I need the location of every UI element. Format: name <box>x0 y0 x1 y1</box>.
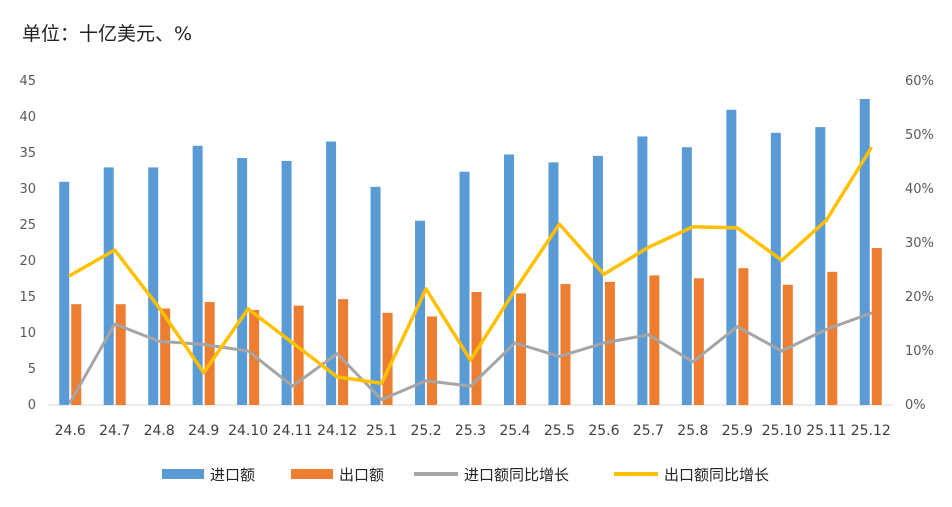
y-left-tick-label: 45 <box>19 74 36 89</box>
legend-export-yoy-label: 出口额同比增长 <box>664 466 769 484</box>
import-bar <box>726 109 737 406</box>
legend-export-label: 出口额 <box>339 466 384 484</box>
import-bar <box>681 147 692 406</box>
y-left-tick-label: 20 <box>19 254 36 269</box>
export-bar <box>293 305 304 405</box>
x-tick-label: 24.12 <box>317 423 357 439</box>
x-tick-label: 25.5 <box>544 423 575 439</box>
x-tick-label: 25.10 <box>762 423 802 439</box>
export-bar <box>738 268 749 405</box>
y-right-tick-label: 50% <box>905 128 934 143</box>
legend-export-swatch <box>291 469 333 479</box>
x-tick-label: 25.7 <box>633 423 664 439</box>
export-bar <box>71 304 82 405</box>
y-right-tick-label: 10% <box>905 344 934 359</box>
x-tick-label: 25.12 <box>851 423 891 439</box>
import-bar <box>859 99 870 405</box>
export-bar <box>115 304 126 405</box>
y-left-tick-label: 15 <box>19 290 36 305</box>
x-tick-label: 25.1 <box>366 423 397 439</box>
import-bar <box>415 220 426 405</box>
import-yoy-line <box>68 311 873 404</box>
x-tick-label: 25.9 <box>722 423 753 439</box>
legend-import-label: 进口额 <box>210 466 255 484</box>
x-tick-label: 25.2 <box>410 423 441 439</box>
export-bar <box>382 312 393 405</box>
import-bar <box>770 132 781 405</box>
export-bar <box>649 275 660 405</box>
export-bar <box>693 278 704 405</box>
x-tick-label: 24.6 <box>55 423 86 439</box>
export-bar <box>427 316 438 405</box>
x-tick-label: 25.11 <box>806 423 846 439</box>
legend-import-swatch <box>162 469 204 479</box>
x-tick-label: 25.4 <box>499 423 530 439</box>
chart-bars <box>59 99 882 406</box>
import-bar <box>637 136 648 405</box>
import-bar <box>459 171 470 405</box>
export-bar <box>871 248 882 405</box>
import-bar <box>503 154 514 405</box>
export-yoy-line <box>68 146 873 386</box>
import-bar <box>192 145 203 406</box>
x-tick-label: 25.6 <box>588 423 619 439</box>
import-bar <box>592 155 603 405</box>
y-right-tick-label: 0% <box>905 398 926 413</box>
chart-lines <box>68 146 873 404</box>
import-bar <box>548 162 559 405</box>
y-left-tick-label: 10 <box>19 326 36 341</box>
export-bar <box>204 302 215 405</box>
export-bar <box>827 271 838 405</box>
export-bar <box>160 308 171 405</box>
x-tick-label: 24.11 <box>273 423 313 439</box>
legend-import-yoy-label: 进口额同比增长 <box>464 466 569 484</box>
export-bar <box>560 284 571 405</box>
import-bar <box>59 181 70 405</box>
chart-legend: 进口额 出口额 进口额同比增长 出口额同比增长 <box>162 466 769 484</box>
import-bar <box>281 160 292 405</box>
y-right-tick-label: 40% <box>905 182 934 197</box>
import-bar <box>103 167 114 405</box>
y-right-tick-label: 30% <box>905 236 934 251</box>
x-tick-label: 24.8 <box>144 423 175 439</box>
y-left-tick-label: 5 <box>28 362 36 377</box>
y-left-tick-label: 30 <box>19 182 36 197</box>
import-bar <box>237 158 248 405</box>
export-bar <box>782 284 793 405</box>
x-tick-label: 25.3 <box>455 423 486 439</box>
x-tick-label: 24.9 <box>188 423 219 439</box>
export-bar <box>515 293 526 405</box>
x-tick-label: 24.7 <box>99 423 130 439</box>
import-bar <box>815 127 826 405</box>
export-bar <box>338 299 349 405</box>
y-left-tick-label: 35 <box>19 146 36 161</box>
x-tick-label: 24.10 <box>228 423 268 439</box>
unit-label: 单位：十亿美元、% <box>22 23 192 45</box>
y-right-tick-label: 60% <box>905 74 934 89</box>
y-left-tick-label: 25 <box>19 218 36 233</box>
import-bar <box>370 186 381 405</box>
y-left-tick-label: 0 <box>28 398 36 413</box>
y-right-tick-label: 20% <box>905 290 934 305</box>
import-bar <box>326 141 337 406</box>
y-left-tick-label: 40 <box>19 110 36 125</box>
chart-ticks: 0 5 10 15 20 25 30 35 40 45 0% 10% 20% 30% 40% 50% 60% 24… <box>19 74 933 439</box>
export-bar <box>604 281 615 405</box>
x-tick-label: 25.8 <box>677 423 708 439</box>
import-bar <box>148 167 159 405</box>
